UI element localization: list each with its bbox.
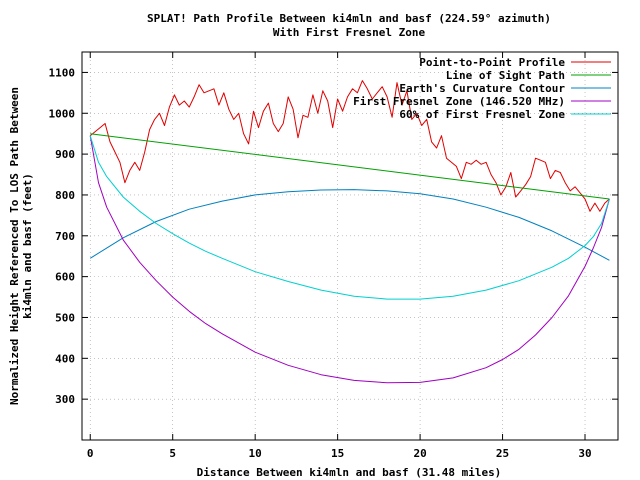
x-axis-title: Distance Between ki4mln and basf (31.48 … — [197, 466, 502, 479]
y-tick-label: 800 — [55, 189, 75, 202]
x-tick-label: 15 — [331, 447, 344, 460]
chart-title: SPLAT! Path Profile Between ki4mln and b… — [147, 12, 551, 25]
x-tick-label: 5 — [169, 447, 176, 460]
y-axis-title: Normalized Height Referenced To LOS Path… — [8, 87, 21, 405]
y-tick-label: 400 — [55, 352, 75, 365]
x-tick-label: 30 — [578, 447, 591, 460]
series-line-line-of-sight-path — [90, 133, 610, 200]
x-tick-label: 10 — [249, 447, 262, 460]
x-tick-label: 0 — [87, 447, 94, 460]
legend-label: 60% of First Fresnel Zone — [399, 108, 565, 121]
plot-frame — [81, 51, 619, 441]
grid-lines — [82, 52, 618, 440]
legend-label: Point-to-Point Profile — [419, 56, 565, 69]
series-line-first-fresnel-zone-146-520-mhz — [89, 135, 610, 384]
y-tick-label: 900 — [55, 148, 75, 161]
series-line-earth-s-curvature-contour — [89, 189, 610, 261]
series-line-60-of-first-fresnel-zone — [89, 135, 610, 300]
y-tick-label: 1000 — [49, 107, 76, 120]
y-tick-label: 300 — [55, 393, 75, 406]
legend-label: First Fresnel Zone (146.520 MHz) — [353, 95, 565, 108]
y-tick-label: 600 — [55, 271, 75, 284]
x-tick-label: 20 — [413, 447, 426, 460]
legend-label: Earth's Curvature Contour — [399, 82, 565, 95]
y-axis-title-line-2: ki4mln and basf (feet) — [21, 173, 34, 319]
y-tick-label: 1100 — [49, 66, 76, 79]
y-tick-label: 500 — [55, 311, 75, 324]
x-tick-label: 25 — [496, 447, 509, 460]
data-series — [89, 80, 610, 384]
y-tick-label: 700 — [55, 230, 75, 243]
legend-label: Line of Sight Path — [446, 69, 565, 82]
chart-subtitle: With First Fresnel Zone — [273, 26, 426, 39]
axis-ticks: 0 5 10 15 20 25 30 300 400 500 600 700 800 900 1000 110… — [49, 52, 618, 460]
